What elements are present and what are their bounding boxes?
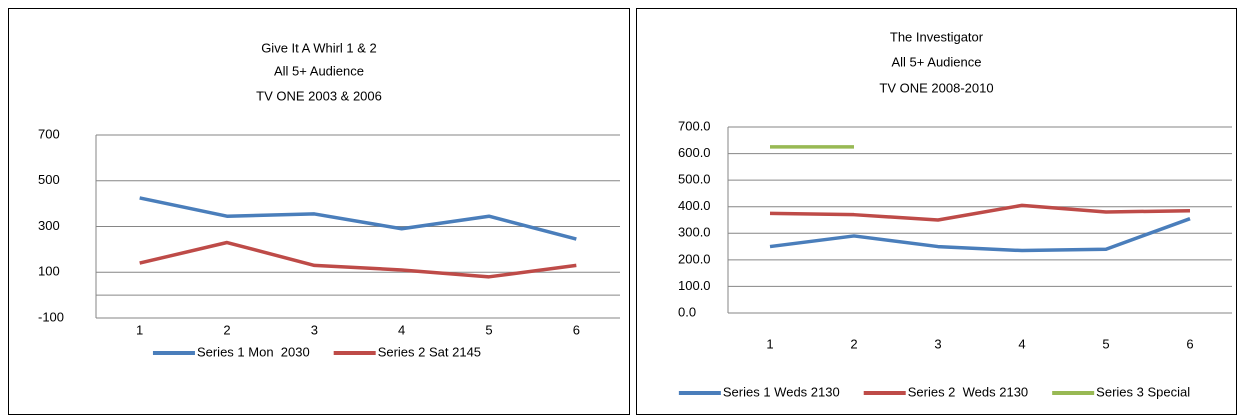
x-tick-label: 3 bbox=[311, 322, 318, 337]
series-line bbox=[139, 240, 577, 279]
legend-label: Series 1 Weds 2130 bbox=[723, 384, 840, 399]
y-tick-label: 500.0 bbox=[678, 172, 711, 187]
x-tick-label: 1 bbox=[766, 336, 773, 351]
chart-subtitle: All 5+ Audience bbox=[274, 63, 364, 78]
y-tick-label: 0.0 bbox=[678, 304, 696, 319]
y-tick-label: -100 bbox=[38, 309, 64, 324]
x-tick-label: 6 bbox=[1186, 336, 1193, 351]
x-tick-label: 6 bbox=[573, 322, 580, 337]
x-tick-label: 4 bbox=[1018, 336, 1025, 351]
legend-label: Series 3 Special bbox=[1096, 384, 1190, 399]
y-tick-label: 600.0 bbox=[678, 145, 711, 160]
y-tick-label: 100.0 bbox=[678, 278, 711, 293]
series-line bbox=[139, 196, 577, 241]
x-tick-label: 5 bbox=[485, 322, 492, 337]
legend-label: Series 2 Sat 2145 bbox=[378, 344, 481, 359]
legend-label: Series 1 Mon 2030 bbox=[197, 344, 310, 359]
y-tick-label: 500 bbox=[38, 172, 60, 187]
x-tick-label: 2 bbox=[223, 322, 230, 337]
chart-title: Give It A Whirl 1 & 2 bbox=[261, 40, 377, 55]
x-tick-label: 4 bbox=[398, 322, 405, 337]
y-tick-label: 300 bbox=[38, 218, 60, 233]
x-tick-label: 5 bbox=[1102, 336, 1109, 351]
y-tick-label: 100 bbox=[38, 264, 60, 279]
y-tick-label: 700 bbox=[38, 126, 60, 141]
y-tick-label: 700.0 bbox=[678, 118, 711, 133]
legend-label: Series 2 Weds 2130 bbox=[908, 384, 1028, 399]
x-tick-label: 3 bbox=[934, 336, 941, 351]
x-tick-label: 2 bbox=[850, 336, 857, 351]
chart: The Investigator All 5+ Audience TV ONE 20… bbox=[636, 8, 1237, 415]
y-tick-label: 200.0 bbox=[678, 251, 711, 266]
series-line bbox=[769, 217, 1191, 253]
chart-subtitle: All 5+ Audience bbox=[892, 54, 982, 69]
chart: Give It A Whirl 1 & 2 All 5+ Audience TV O… bbox=[8, 8, 630, 415]
chart-subtitle: TV ONE 2008-2010 bbox=[879, 80, 993, 95]
chart-subtitle: TV ONE 2003 & 2006 bbox=[256, 88, 382, 103]
x-tick-label: 1 bbox=[136, 322, 143, 337]
y-tick-label: 300.0 bbox=[678, 225, 711, 240]
chart-title: The Investigator bbox=[890, 29, 984, 44]
y-tick-label: 400.0 bbox=[678, 198, 711, 213]
series-line bbox=[769, 203, 1191, 222]
